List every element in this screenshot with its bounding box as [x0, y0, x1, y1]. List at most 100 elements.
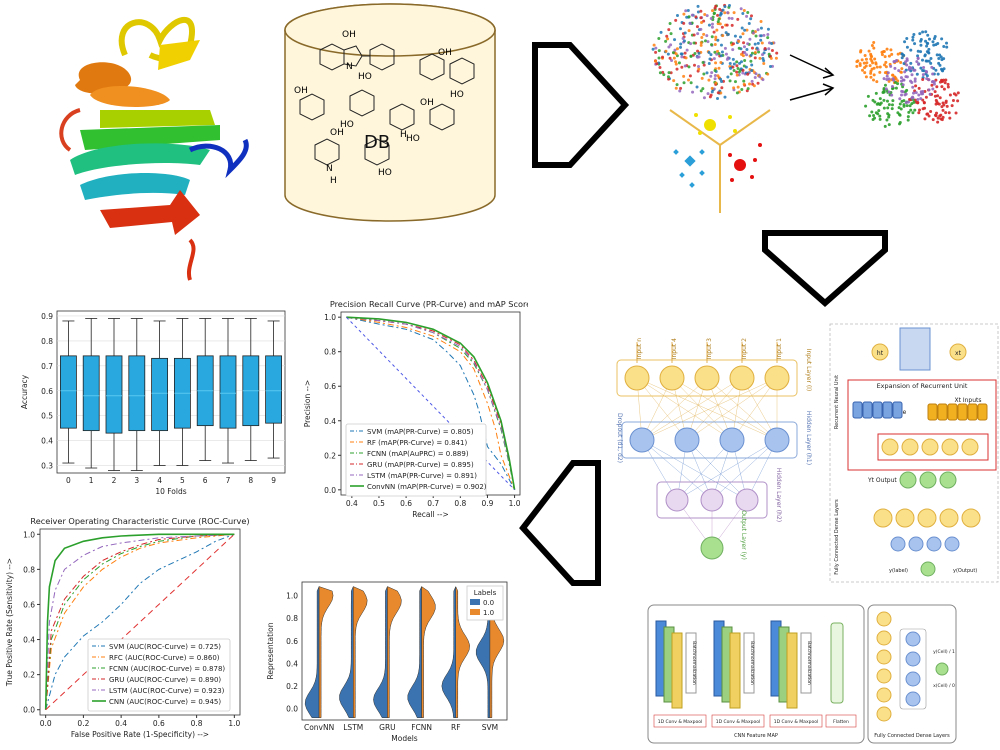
violin-half: [387, 586, 402, 718]
input-node: [764, 365, 790, 391]
x-tick-label: 0.2: [77, 719, 89, 728]
scatter-point: [750, 51, 754, 55]
scatter-point: [741, 71, 745, 75]
flow-arrow-right-icon: [532, 42, 630, 168]
scatter-point: [927, 88, 931, 92]
scatter-point: [892, 60, 896, 64]
dense-node: [876, 611, 892, 627]
scatter-point: [746, 72, 750, 76]
scatter-point: [730, 23, 734, 27]
scatter-point: [870, 110, 874, 114]
scatter-point: [715, 52, 719, 56]
scatter-point: [919, 97, 923, 101]
input-node: [659, 365, 685, 391]
violin-half: [318, 586, 334, 718]
dropout-label: Dropout (d1, d2): [616, 413, 623, 463]
scatter-point: [695, 25, 699, 29]
scatter-point: [899, 61, 903, 65]
scatter-point: [749, 17, 753, 21]
scatter-point: [704, 39, 708, 43]
scatter-point: [858, 64, 862, 68]
chart-title: Receiver Operating Characteristic Curve …: [30, 516, 249, 526]
scatter-point: [737, 39, 741, 43]
scatter-point: [717, 17, 721, 21]
scatter-point: [924, 59, 928, 63]
scatter-point: [874, 61, 878, 65]
scatter-point: [728, 79, 732, 83]
connection: [636, 377, 778, 441]
output-1-label: y(Cell) / 1: [933, 649, 955, 655]
scatter-point: [937, 56, 941, 60]
scatter-point: [945, 41, 949, 45]
scatter-point: [929, 56, 933, 60]
final-output-node: [920, 561, 936, 577]
x-node: [949, 343, 967, 361]
scatter-point: [731, 57, 735, 61]
chart-title: Precision Recall Curve (PR-Curve) and mA…: [330, 300, 528, 309]
scatter-point: [653, 59, 657, 63]
scatter-point: [894, 77, 898, 81]
scatter-point: [746, 42, 750, 46]
scatter-point: [872, 114, 876, 118]
connection: [641, 377, 708, 441]
dense-node: [876, 649, 892, 665]
y-tick-label: 1.0: [324, 313, 336, 322]
scatter-point: [732, 69, 736, 73]
legend-label: LSTM (AUC(ROC-Curve) = 0.923): [109, 687, 225, 695]
scatter-point: [702, 63, 706, 67]
scatter-point: [885, 118, 889, 122]
x-tick-label: 0.7: [427, 499, 439, 508]
classification-diagram: [669, 109, 771, 213]
scatter-point: [756, 41, 760, 45]
scatter-point: [903, 90, 907, 94]
side-output-label: y(Output): [953, 568, 977, 574]
scatter-point: [661, 70, 665, 74]
scatter-point: [900, 93, 904, 97]
scatter-point: [868, 64, 872, 68]
scatter-point: [756, 28, 760, 32]
hidden2-node: [735, 488, 759, 512]
scatter-point: [902, 104, 906, 108]
scatter-point: [870, 55, 874, 59]
scatter-point: [755, 46, 759, 50]
conv-stack-layer: [786, 632, 798, 709]
scatter-point: [697, 67, 701, 71]
scatter-point: [708, 95, 712, 99]
scatter-point: [699, 41, 703, 45]
cluster-arrows-icon: [789, 54, 835, 101]
block-label-box: [769, 714, 823, 728]
scatter-point: [746, 87, 750, 91]
scatter-point: [719, 77, 723, 81]
legend-swatch: [470, 609, 480, 615]
y-tick-label: 0.2: [324, 451, 336, 460]
atom-oh-4: OH: [420, 98, 434, 108]
x-axis-label: False Positive Rate (1-Specificity) -->: [71, 730, 209, 739]
scatter-point: [893, 80, 897, 84]
scatter-point: [924, 39, 928, 43]
scatter-point: [871, 61, 875, 65]
scatter-point: [749, 59, 753, 63]
scatter-point: [775, 51, 779, 55]
rnn-node: [961, 438, 979, 456]
scatter-point: [940, 105, 944, 109]
scatter-point: [941, 115, 945, 119]
scatter-point: [720, 25, 724, 29]
scatter-point: [883, 124, 887, 128]
x-tick-label: 1.0: [228, 719, 240, 728]
scatter-point: [716, 38, 720, 42]
scatter-point: [939, 117, 943, 121]
series-line: [45, 533, 235, 710]
block-label-box: [825, 714, 857, 728]
scatter-point: [723, 5, 727, 9]
atom-h-1: H: [330, 176, 337, 186]
scatter-point: [890, 103, 894, 107]
scatter-point: [720, 80, 724, 84]
scatter-point: [875, 102, 879, 106]
scatter-point: [674, 60, 678, 64]
scatter-point: [767, 47, 771, 51]
scatter-point: [897, 69, 901, 73]
scatter-point: [948, 93, 952, 97]
batchnorm-box: [800, 632, 812, 694]
legend-label: GRU (mAP(PR-Curve) = 0.895): [367, 461, 474, 469]
scatter-point: [709, 16, 713, 20]
